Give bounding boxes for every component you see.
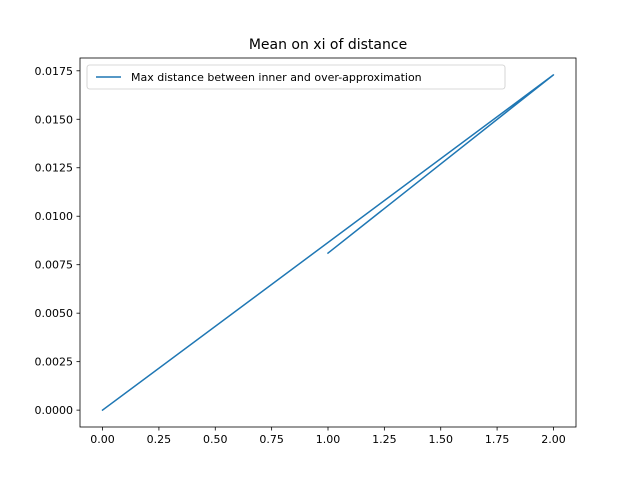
- y-tick-label: 0.0000: [35, 404, 74, 417]
- x-tick-label: 1.00: [316, 433, 341, 446]
- x-tick-label: 1.75: [485, 433, 510, 446]
- legend-label: Max distance between inner and over-appr…: [131, 71, 422, 84]
- axes: 0.00 0.25 0.50 0.75 1.00 1.25 1.50 1.75 2.00 0.00…: [35, 57, 577, 446]
- y-tick-label: 0.0025: [35, 356, 74, 369]
- x-tick-label: 0.25: [147, 433, 172, 446]
- series-line-1: [101, 74, 555, 412]
- x-tick-label: 0.00: [90, 433, 115, 446]
- x-tick-label: 0.50: [203, 433, 228, 446]
- legend-box: [86, 64, 506, 90]
- legend: Max distance between inner and over-appr…: [86, 64, 506, 90]
- y-tick-label: 0.0050: [35, 307, 74, 320]
- x-tick-label: 0.75: [259, 433, 284, 446]
- x-tick-label: 1.50: [428, 433, 453, 446]
- y-tick-label: 0.0175: [35, 65, 74, 78]
- y-tick-label: 0.0125: [35, 162, 74, 175]
- plot-area: [101, 74, 555, 412]
- x-tick-label: 2.00: [541, 433, 566, 446]
- chart-title: Mean on xi of distance: [249, 37, 407, 53]
- y-tick-label: 0.0100: [35, 210, 74, 223]
- y-tick-label: 0.0150: [35, 113, 74, 126]
- x-tick-label: 1.25: [372, 433, 397, 446]
- y-tick-label: 0.0075: [35, 259, 74, 272]
